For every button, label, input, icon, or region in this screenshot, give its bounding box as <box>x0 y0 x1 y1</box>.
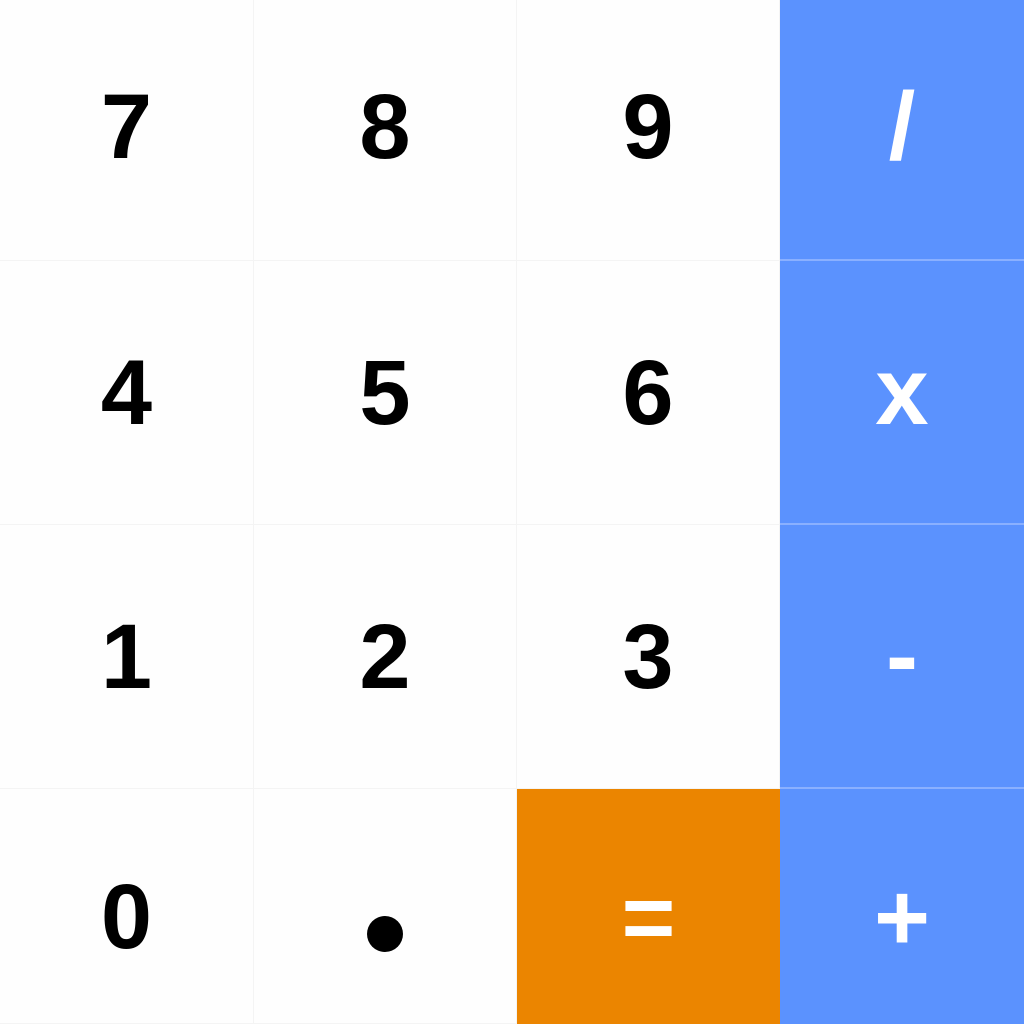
key-7-label: 7 <box>100 76 153 178</box>
key-7[interactable]: 7 <box>0 0 254 261</box>
key-0-label: 0 <box>100 866 153 968</box>
key-6[interactable]: 6 <box>517 261 780 525</box>
equals-label: = <box>621 866 676 969</box>
divide-button[interactable]: / <box>780 0 1024 261</box>
key-1-label: 1 <box>100 605 153 708</box>
key-3[interactable]: 3 <box>517 525 780 789</box>
key-5-label: 5 <box>359 341 411 444</box>
add-button[interactable]: + <box>780 789 1024 1024</box>
key-0[interactable]: 0 <box>0 789 254 1024</box>
subtract-button[interactable]: - <box>780 525 1024 789</box>
key-4-label: 4 <box>100 341 153 444</box>
key-3-label: 3 <box>622 605 674 708</box>
key-5[interactable]: 5 <box>254 261 517 525</box>
multiply-label: x <box>875 338 929 445</box>
key-6-label: 6 <box>622 341 674 444</box>
key-9[interactable]: 9 <box>517 0 780 261</box>
key-2-label: 2 <box>359 605 411 708</box>
key-8[interactable]: 8 <box>254 0 517 261</box>
key-2[interactable]: 2 <box>254 525 517 789</box>
multiply-button[interactable]: x <box>780 261 1024 525</box>
add-label: + <box>873 863 931 971</box>
equals-button[interactable]: = <box>517 789 780 1024</box>
divide-label: / <box>888 72 916 180</box>
key-9-label: 9 <box>622 76 674 178</box>
key-4[interactable]: 4 <box>0 261 254 525</box>
key-8-label: 8 <box>359 76 411 178</box>
key-1[interactable]: 1 <box>0 525 254 789</box>
decimal-button[interactable] <box>254 789 517 1024</box>
subtract-label: - <box>886 602 918 709</box>
decimal-point-icon <box>367 916 403 952</box>
